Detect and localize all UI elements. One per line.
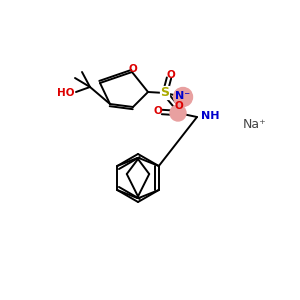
Text: Na⁺: Na⁺ bbox=[243, 118, 267, 131]
Text: O: O bbox=[129, 64, 137, 74]
Text: O: O bbox=[154, 106, 162, 116]
Text: NH: NH bbox=[201, 111, 220, 121]
Text: HO: HO bbox=[56, 88, 74, 98]
Text: O: O bbox=[167, 70, 176, 80]
Text: S: S bbox=[160, 86, 169, 100]
Circle shape bbox=[170, 105, 186, 121]
Text: N⁻: N⁻ bbox=[176, 91, 190, 101]
Circle shape bbox=[173, 88, 193, 106]
Text: O: O bbox=[175, 101, 183, 111]
